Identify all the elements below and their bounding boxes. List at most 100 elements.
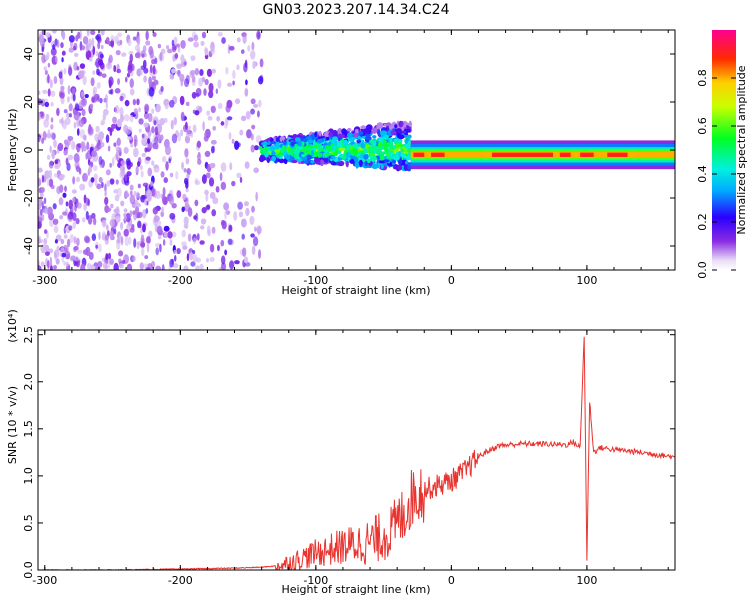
spectrogram-cell xyxy=(47,259,50,269)
spectrogram-cell xyxy=(129,53,134,63)
spectrogram-cell xyxy=(44,55,49,61)
spectrogram-cell xyxy=(371,163,379,170)
spectrogram-cell xyxy=(105,134,110,143)
spectrogram-cell xyxy=(225,210,231,215)
spectrogram-cell xyxy=(134,206,140,214)
spectrogram-peak-segment xyxy=(607,152,628,157)
spectrogram-cell xyxy=(256,110,260,118)
spectrogram-cell xyxy=(206,110,211,116)
spectrogram-cell xyxy=(363,153,369,160)
spectrogram-cell xyxy=(152,65,156,75)
spectrogram-cell xyxy=(38,34,44,44)
spectrogram-cell xyxy=(105,169,111,176)
spectrogram-cell xyxy=(117,40,121,47)
spectrogram-cell xyxy=(141,133,145,139)
spectrogram-cell xyxy=(160,134,164,141)
spectrogram-cell xyxy=(78,70,84,79)
spectrogram-cell xyxy=(104,183,107,193)
spectrogram-x-tick-label: 100 xyxy=(576,274,597,287)
spectrogram-cell xyxy=(76,128,80,136)
spectrogram-cell xyxy=(38,221,42,229)
spectrogram-cell xyxy=(45,32,51,38)
spectrogram-cell xyxy=(141,137,147,146)
spectrogram-cell xyxy=(271,155,277,162)
spectrogram-cell xyxy=(144,255,149,260)
spectrogram-cell xyxy=(45,133,52,138)
spectrogram-cell xyxy=(192,249,196,255)
spectrogram-cell xyxy=(258,156,265,163)
spectrogram-cell xyxy=(150,181,154,187)
spectrogram-cell xyxy=(184,135,191,144)
spectrogram-cell xyxy=(157,43,162,49)
spectrogram-y-tick-label: 40 xyxy=(22,47,35,61)
spectrogram-cell xyxy=(140,247,145,257)
spectrogram-cell xyxy=(256,30,261,40)
spectrogram-cell xyxy=(53,139,57,148)
spectrogram-cell xyxy=(66,238,71,248)
spectrogram-cell xyxy=(109,230,115,241)
spectrogram-cell xyxy=(64,250,71,260)
spectrogram-cell xyxy=(263,142,269,146)
spectrogram-cell xyxy=(232,80,235,86)
spectrogram-cell xyxy=(253,167,260,174)
spectrogram-cell xyxy=(144,104,150,113)
spectrogram-cell xyxy=(197,158,202,165)
spectrogram-cell xyxy=(346,127,352,132)
spectrogram-cell xyxy=(250,98,256,105)
colorbar-tick-label: 0.8 xyxy=(696,69,709,87)
spectrogram-cell xyxy=(353,132,359,138)
spectrogram-cell xyxy=(336,140,343,148)
spectrogram-cell xyxy=(199,240,205,245)
spectrogram-cell xyxy=(68,66,73,76)
spectrogram-cell xyxy=(407,134,412,139)
spectrogram-cell xyxy=(193,237,197,245)
spectrogram-cell xyxy=(206,258,209,263)
spectrogram-cell xyxy=(76,66,80,71)
spectrogram-cell xyxy=(159,52,163,61)
spectrogram-cell xyxy=(83,194,87,204)
spectrogram-cell xyxy=(227,82,233,87)
spectrogram-cell xyxy=(97,41,101,50)
spectrogram-cell xyxy=(199,263,204,270)
spectrogram-cell xyxy=(244,87,249,97)
spectrogram-cell xyxy=(195,212,199,222)
spectrogram-cell xyxy=(186,173,190,179)
spectrogram-cell xyxy=(38,178,42,187)
spectrogram-cell xyxy=(278,158,285,164)
spectrogram-cell xyxy=(73,121,77,129)
spectrogram-cell xyxy=(220,181,227,191)
spectrogram-cell xyxy=(161,264,165,270)
spectrogram-cell xyxy=(136,161,141,167)
spectrogram-cell xyxy=(155,103,161,113)
spectrogram-cell xyxy=(228,45,235,51)
spectrogram-cell xyxy=(102,112,107,121)
spectrogram-cell xyxy=(171,258,174,265)
spectrogram-cell xyxy=(89,57,93,62)
spectrogram-cell xyxy=(201,206,207,214)
spectrogram-cell xyxy=(63,67,67,75)
spectrogram-cell xyxy=(366,158,371,164)
spectrogram-cell xyxy=(162,187,166,197)
spectrogram-cell xyxy=(376,129,381,135)
spectrogram-cell xyxy=(50,47,57,56)
spectrogram-cell xyxy=(140,234,145,244)
spectrogram-cell xyxy=(236,64,240,71)
spectrogram-cell xyxy=(307,139,314,144)
spectrogram-cell xyxy=(351,148,358,156)
spectrogram-cell xyxy=(49,265,54,270)
spectrogram-cell xyxy=(80,263,86,270)
spectrogram-cell xyxy=(90,177,95,183)
spectrogram-cell xyxy=(62,211,68,216)
spectrogram-cell xyxy=(110,39,115,48)
spectrogram-cell xyxy=(187,207,193,217)
spectrogram-cell xyxy=(52,203,57,210)
spectrogram-peak-segment xyxy=(492,152,554,157)
spectrogram-cell xyxy=(171,39,175,47)
spectrogram-cell xyxy=(111,156,115,167)
spectrogram-cell xyxy=(144,198,148,206)
spectrogram-cell xyxy=(149,64,153,74)
spectrogram-cell xyxy=(199,69,204,77)
spectrogram-cell xyxy=(190,55,196,61)
spectrogram-cell xyxy=(129,78,134,88)
spectrogram-cell xyxy=(125,212,131,223)
